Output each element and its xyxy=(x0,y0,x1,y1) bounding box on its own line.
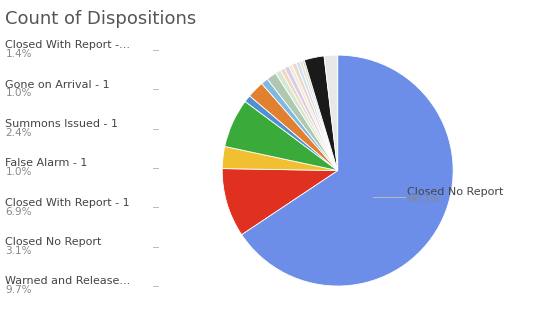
Text: 2.4%: 2.4% xyxy=(5,128,32,138)
Wedge shape xyxy=(222,169,338,235)
Wedge shape xyxy=(296,62,338,171)
Text: 1.4%: 1.4% xyxy=(5,49,32,59)
Wedge shape xyxy=(292,63,338,171)
Wedge shape xyxy=(262,79,338,171)
Text: False Alarm - 1: False Alarm - 1 xyxy=(5,158,88,168)
Text: 1.0%: 1.0% xyxy=(5,89,32,98)
Wedge shape xyxy=(302,60,338,171)
Text: 9.7%: 9.7% xyxy=(5,285,32,295)
Wedge shape xyxy=(280,68,338,171)
Text: Closed No Report: Closed No Report xyxy=(407,187,504,197)
Wedge shape xyxy=(267,73,338,171)
Text: Gone on Arrival - 1: Gone on Arrival - 1 xyxy=(5,80,110,90)
Wedge shape xyxy=(242,55,453,286)
Text: Warned and Release...: Warned and Release... xyxy=(5,277,131,286)
Text: 66.1%: 66.1% xyxy=(407,194,441,204)
Text: 3.1%: 3.1% xyxy=(5,246,32,256)
Wedge shape xyxy=(222,146,338,171)
Text: Closed With Report - 1: Closed With Report - 1 xyxy=(5,198,130,208)
Text: Count of Dispositions: Count of Dispositions xyxy=(5,10,197,28)
Text: 1.0%: 1.0% xyxy=(5,167,32,177)
Wedge shape xyxy=(245,96,338,171)
Wedge shape xyxy=(304,56,338,171)
Wedge shape xyxy=(289,65,338,171)
Text: Closed No Report: Closed No Report xyxy=(5,237,102,247)
Wedge shape xyxy=(300,61,338,171)
Wedge shape xyxy=(324,55,338,171)
Wedge shape xyxy=(276,70,338,171)
Text: Summons Issued - 1: Summons Issued - 1 xyxy=(5,119,118,129)
Wedge shape xyxy=(225,101,338,171)
Text: Closed With Report -...: Closed With Report -... xyxy=(5,40,130,50)
Text: 6.9%: 6.9% xyxy=(5,207,32,216)
Wedge shape xyxy=(250,84,338,171)
Wedge shape xyxy=(284,66,338,171)
